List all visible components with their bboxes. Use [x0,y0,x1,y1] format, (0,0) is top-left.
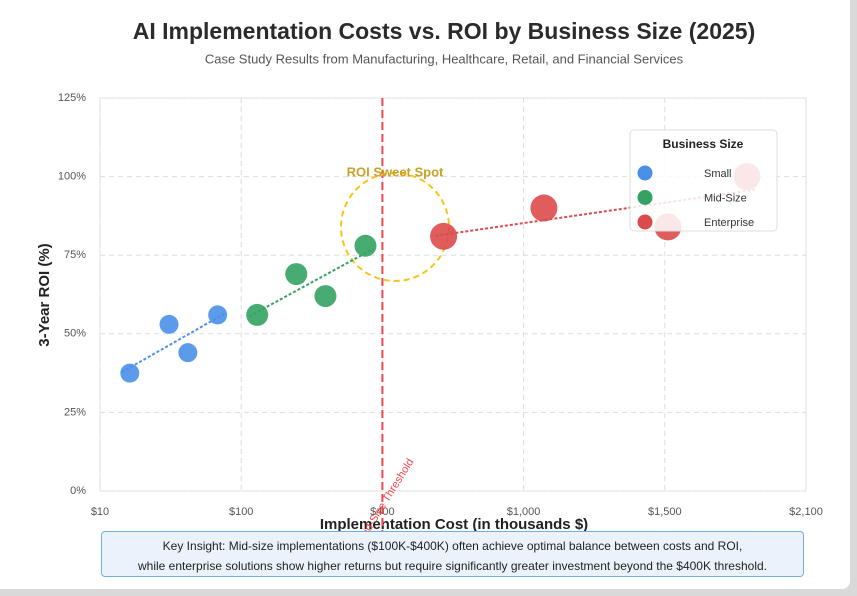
point [285,263,308,286]
y-tick-label: 25% [64,406,86,418]
legend-marker [637,214,653,230]
point [430,222,458,250]
sweet-spot-label: ROI Sweet Spot [347,164,444,179]
legend-marker [637,165,653,181]
sweet-spot [340,172,450,282]
insight-line: Key Insight: Mid-size implementations ($… [162,539,743,553]
point [159,314,179,334]
point [120,363,140,383]
legend-label: Mid-Size [704,192,747,204]
chart-title: AI Implementation Costs vs. ROI by Busin… [133,18,755,44]
legend-box [629,129,778,232]
point [246,303,269,326]
trend-line [435,188,756,237]
chart-subtitle: Case Study Results from Manufacturing, H… [205,51,684,66]
y-tick-label: 50% [64,328,86,340]
x-tick-label: $2,100 [789,506,823,518]
x-tick-label: $1,500 [648,506,682,518]
y-tick-label: 0% [70,485,86,497]
x-tick-label: $100 [229,506,253,518]
y-axis-title: 3-Year ROI (%) [36,243,53,346]
y-tick-label: 100% [58,171,86,183]
x-tick-label: $1,000 [507,506,541,518]
legend-label: Enterprise [704,217,754,229]
x-tick-label: $10 [91,506,109,518]
x-axis-title: Implementation Cost (in thousands $) [320,516,588,533]
point [354,234,377,257]
insight-box: Key Insight: Mid-size implementations ($… [101,531,804,577]
point [314,285,337,308]
point [178,343,198,363]
legend-title: Business Size [663,137,744,151]
point [530,194,558,222]
trend-line [248,247,374,318]
insight-line: while enterprise solutions show higher r… [137,559,768,573]
y-tick-label: 125% [58,92,86,104]
y-tick-label: 75% [64,249,86,261]
legend-label: Small [704,168,732,180]
point [208,305,228,325]
legend-marker [637,190,653,205]
